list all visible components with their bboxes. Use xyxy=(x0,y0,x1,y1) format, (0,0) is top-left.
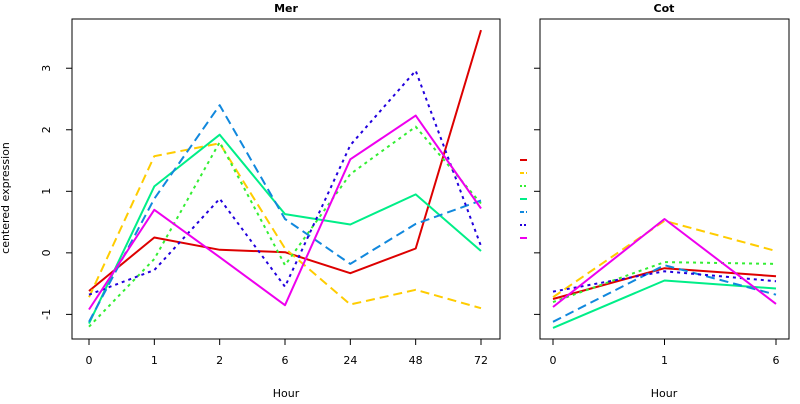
cot-x-tick-label: 6 xyxy=(773,354,780,367)
mer-series-line-5 xyxy=(88,104,482,323)
mer-x-tick-label: 1 xyxy=(151,354,158,367)
mer-y-tick-label: 3 xyxy=(40,65,53,72)
cot-series-line-1 xyxy=(552,267,777,300)
mer-x-tick-label: 72 xyxy=(474,354,488,367)
mer-y-tick-label: -1 xyxy=(40,309,53,320)
cot-series-line-4 xyxy=(552,279,777,329)
cot-x-tick-label: 0 xyxy=(550,354,557,367)
mer-y-tick-label: 2 xyxy=(40,126,53,133)
mer-x-tick-label: 48 xyxy=(409,354,423,367)
mer-x-tick-label: 24 xyxy=(343,354,357,367)
mer-y-tick-label: 1 xyxy=(40,188,53,195)
mer-series-line-6 xyxy=(88,69,482,296)
panel-mer-x-axis-label: Hour xyxy=(273,387,300,400)
panel-cot: Cot Hour 0 1 6 xyxy=(534,2,790,400)
mer-series-line-2 xyxy=(88,142,482,310)
panel-mer: Mer Hour -1 0 1 2 3 0 1 2 6 24 48 72 xyxy=(40,2,501,400)
cot-series-line-5 xyxy=(552,264,777,323)
mer-y-tick-label: 0 xyxy=(40,249,53,256)
panel-cot-title: Cot xyxy=(654,2,675,15)
cot-series-line-6 xyxy=(552,270,777,293)
mer-series-line-3 xyxy=(88,125,482,328)
cot-series-line-2 xyxy=(552,219,777,299)
panel-mer-frame xyxy=(71,18,501,340)
legend xyxy=(520,159,527,239)
panel-mer-title: Mer xyxy=(274,2,298,15)
cot-series-line-7 xyxy=(552,218,777,308)
mer-series-line-4 xyxy=(88,133,482,325)
mer-series-line-7 xyxy=(88,114,482,311)
y-axis-label: centered expression xyxy=(0,142,12,254)
mer-series-line-1 xyxy=(88,29,482,292)
mer-x-tick-label: 6 xyxy=(282,354,289,367)
cot-x-tick-label: 1 xyxy=(661,354,668,367)
panel-cot-frame xyxy=(539,18,790,340)
mer-x-tick-label: 0 xyxy=(86,354,93,367)
mer-x-tick-label: 2 xyxy=(216,354,223,367)
panel-cot-x-axis-label: Hour xyxy=(651,387,678,400)
